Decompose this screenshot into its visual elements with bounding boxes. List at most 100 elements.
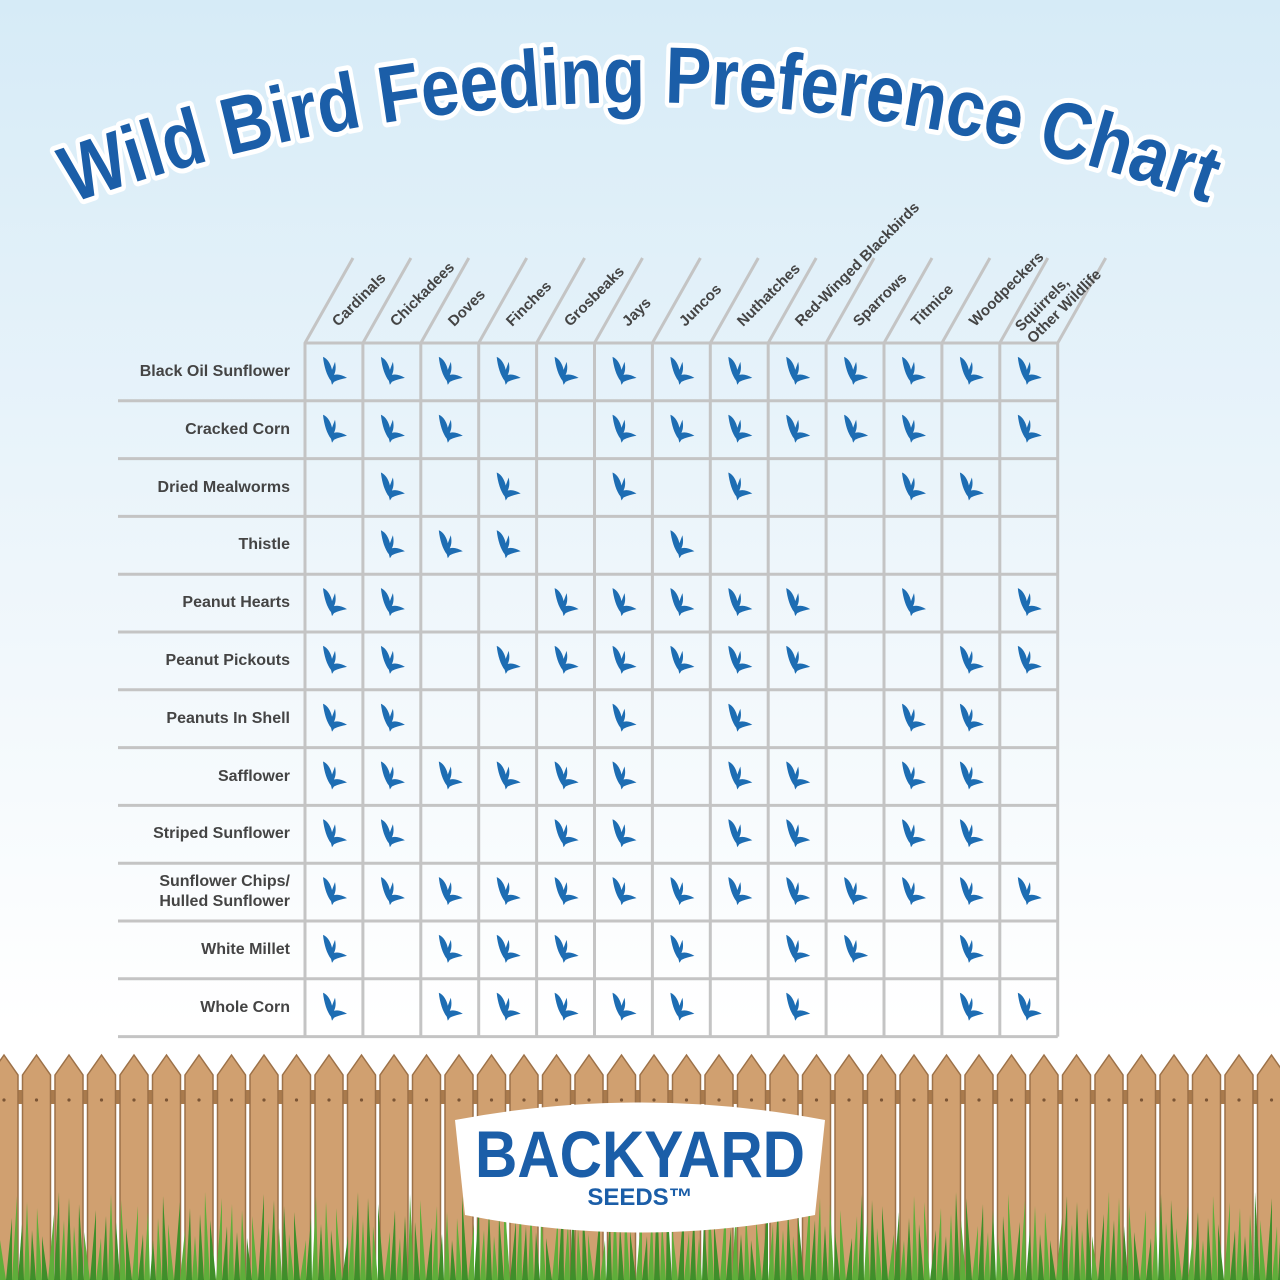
grass bbox=[306, 1218, 312, 1280]
grass bbox=[726, 1228, 732, 1280]
grass bbox=[96, 1238, 102, 1280]
bird-check bbox=[438, 530, 463, 559]
grass bbox=[738, 1234, 744, 1280]
nail bbox=[1204, 1098, 1209, 1102]
bird-check bbox=[786, 414, 811, 443]
bird-check bbox=[612, 877, 637, 906]
nail bbox=[944, 1098, 949, 1102]
row-label: Peanut Pickouts bbox=[165, 651, 290, 669]
bird-check bbox=[844, 356, 869, 385]
bird-check bbox=[728, 761, 753, 790]
bird-check bbox=[728, 472, 753, 501]
picket bbox=[119, 1053, 149, 1280]
grass bbox=[1188, 1234, 1194, 1280]
nail bbox=[1042, 1098, 1046, 1102]
grass bbox=[90, 1210, 96, 1280]
grass bbox=[72, 1226, 78, 1280]
grass bbox=[180, 1230, 186, 1280]
bird-check bbox=[959, 819, 984, 848]
row-label: White Millet bbox=[201, 940, 290, 958]
grass bbox=[270, 1200, 276, 1280]
grass bbox=[552, 1216, 558, 1280]
grass bbox=[684, 1232, 690, 1280]
grass bbox=[300, 1240, 306, 1280]
bird-check bbox=[959, 645, 984, 674]
grass bbox=[846, 1238, 852, 1280]
column-line bbox=[650, 257, 702, 1037]
nail bbox=[587, 1098, 591, 1102]
grass bbox=[828, 1204, 834, 1280]
grass bbox=[138, 1234, 144, 1280]
bird-check bbox=[380, 819, 405, 848]
grass bbox=[918, 1224, 924, 1280]
grass bbox=[456, 1218, 462, 1280]
picket bbox=[834, 1053, 864, 1280]
bird-check bbox=[670, 645, 695, 674]
grass bbox=[858, 1194, 864, 1280]
nail bbox=[879, 1098, 884, 1102]
grass bbox=[276, 1228, 282, 1280]
grass bbox=[1206, 1218, 1212, 1280]
bird-check bbox=[844, 934, 869, 963]
grass bbox=[924, 1202, 930, 1280]
nail bbox=[262, 1098, 266, 1102]
bird-check bbox=[670, 356, 695, 385]
bird-check bbox=[1017, 588, 1042, 617]
nail bbox=[327, 1098, 331, 1102]
bird-check bbox=[612, 703, 637, 732]
bird-check bbox=[323, 761, 347, 790]
bird-check bbox=[728, 645, 753, 674]
bird-check bbox=[554, 819, 579, 848]
column-line bbox=[882, 257, 934, 1037]
grass bbox=[1050, 1240, 1056, 1280]
nail bbox=[424, 1098, 429, 1102]
nail bbox=[392, 1098, 396, 1102]
grass bbox=[984, 1232, 990, 1280]
grass bbox=[1194, 1212, 1200, 1280]
bird-check bbox=[496, 934, 521, 963]
grass bbox=[1032, 1206, 1038, 1280]
column-line bbox=[593, 257, 644, 1037]
grass bbox=[24, 1202, 30, 1280]
nail bbox=[619, 1098, 624, 1102]
column-line bbox=[419, 257, 471, 1037]
nail bbox=[99, 1098, 104, 1102]
bird-check bbox=[496, 761, 521, 790]
grass bbox=[954, 1192, 960, 1280]
picket bbox=[411, 1053, 442, 1280]
grass bbox=[588, 1234, 594, 1280]
grass bbox=[1008, 1194, 1014, 1280]
row-label: Whole Corn bbox=[200, 998, 290, 1016]
grass bbox=[534, 1232, 540, 1280]
bird-check bbox=[323, 588, 347, 617]
grass bbox=[1038, 1234, 1044, 1280]
bird-check bbox=[902, 703, 926, 732]
grass bbox=[990, 1210, 996, 1280]
nail bbox=[229, 1098, 234, 1102]
grass bbox=[972, 1226, 978, 1280]
bird-check bbox=[380, 703, 405, 732]
grass bbox=[546, 1238, 552, 1280]
bird-check bbox=[323, 934, 347, 963]
title-text: Wild Bird Feeding Preference Chart bbox=[44, 25, 1237, 224]
bird-check bbox=[612, 761, 637, 790]
bird-check bbox=[670, 530, 695, 559]
grass bbox=[1224, 1202, 1230, 1280]
grass bbox=[822, 1226, 828, 1280]
nail bbox=[652, 1098, 656, 1102]
nail bbox=[1074, 1098, 1079, 1102]
grass bbox=[432, 1206, 438, 1280]
grass bbox=[1044, 1212, 1050, 1280]
grass bbox=[168, 1224, 174, 1280]
grass bbox=[498, 1214, 504, 1280]
nail bbox=[359, 1098, 364, 1102]
grass bbox=[1230, 1230, 1236, 1280]
bird-check bbox=[323, 414, 347, 443]
grass bbox=[870, 1200, 876, 1280]
grass bbox=[108, 1194, 114, 1280]
grass bbox=[42, 1236, 48, 1280]
bird-check bbox=[959, 877, 984, 906]
grass bbox=[1134, 1232, 1140, 1280]
bird-check bbox=[438, 877, 463, 906]
grass bbox=[702, 1216, 708, 1280]
